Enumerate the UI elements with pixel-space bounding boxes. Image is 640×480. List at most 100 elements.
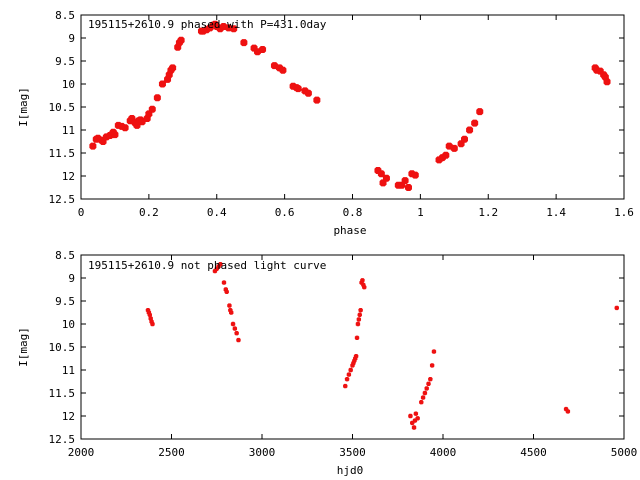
y-tick-label: 8.5: [55, 9, 75, 22]
y-tick-label: 11.5: [49, 387, 76, 400]
y-tick-label: 12.5: [49, 433, 76, 446]
x-tick-label: 0.2: [139, 206, 159, 219]
y-tick-label: 10.5: [49, 101, 76, 114]
data-point: [236, 337, 241, 343]
y-tick-label: 10: [62, 78, 75, 91]
data-point: [476, 108, 484, 116]
y-axis-label: I[mag]: [17, 87, 30, 127]
y-tick-label: 9.5: [55, 55, 75, 68]
data-point: [344, 377, 350, 382]
data-point: [353, 354, 359, 359]
data-point: [450, 144, 458, 152]
data-points: [145, 262, 619, 430]
data-point: [304, 89, 312, 97]
data-point: [422, 390, 428, 396]
x-tick-label: 1.6: [614, 206, 634, 219]
phased-light-curve-panel: 0 0.2 0.4 0.6 0.8 1 1.2 1.4 1.6 8.5 9 9.5 10 10.5 11 11…: [17, 9, 634, 237]
data-point: [313, 96, 321, 104]
data-point: [404, 184, 412, 191]
y-tick-label: 11.5: [49, 147, 76, 160]
x-tick-label: 0.6: [275, 206, 295, 219]
data-point: [460, 135, 468, 143]
x-axis-label: phase: [333, 224, 366, 237]
data-point: [382, 174, 390, 182]
plot-frame: [80, 254, 625, 440]
data-point: [431, 349, 437, 354]
y-tick-label: 9: [68, 272, 75, 285]
x-tick-label: 5000: [611, 446, 638, 459]
data-point: [355, 321, 361, 327]
axis-ticks: 0 0.2 0.4 0.6 0.8 1 1.2 1.4 1.6 8.5 9 9.5 10 10.5 11 11…: [49, 9, 634, 219]
y-tick-label: 8.5: [55, 249, 75, 262]
data-point: [348, 367, 353, 373]
data-point: [240, 39, 248, 47]
x-tick-label: 1.2: [478, 206, 498, 219]
x-tick-label: 1.4: [546, 206, 566, 219]
x-tick-label: 0: [78, 206, 85, 219]
unphased-light-curve-panel: 2000 2500 3000 3500 4000 4500 5000 8.5 9 9.5 10 10.…: [17, 249, 637, 477]
data-point: [177, 36, 185, 44]
data-point: [614, 305, 619, 311]
x-tick-label: 4000: [430, 446, 457, 459]
y-tick-label: 12: [62, 410, 75, 423]
x-tick-label: 0.8: [343, 206, 363, 219]
data-points: [89, 20, 611, 191]
data-point: [89, 142, 97, 150]
data-point: [121, 124, 129, 132]
x-tick-label: 2000: [68, 446, 95, 459]
x-tick-label: 3500: [339, 446, 366, 459]
data-point: [411, 171, 419, 179]
x-tick-label: 3000: [249, 446, 276, 459]
x-axis-label: hjd0: [337, 464, 364, 477]
data-point: [158, 80, 166, 88]
y-tick-label: 10: [62, 318, 75, 331]
data-point: [234, 331, 239, 336]
y-axis-label: I[mag]: [17, 327, 30, 367]
data-point: [229, 310, 234, 315]
data-point: [466, 126, 474, 134]
axis-ticks: 2000 2500 3000 3500 4000 4500 5000 8.5 9 9.5 10 10.…: [49, 249, 638, 459]
plot-frame: [80, 14, 625, 200]
y-tick-label: 12: [62, 170, 75, 183]
data-point: [259, 46, 267, 53]
data-point: [428, 377, 433, 382]
x-tick-label: 0.4: [207, 206, 227, 219]
data-point: [442, 151, 450, 159]
data-point: [377, 170, 385, 178]
data-point: [230, 25, 238, 33]
data-point: [279, 66, 287, 74]
data-point: [294, 85, 302, 93]
data-point: [358, 308, 363, 313]
data-point: [230, 321, 236, 327]
data-point: [148, 105, 156, 113]
y-tick-label: 12.5: [49, 193, 76, 206]
data-point: [419, 400, 424, 405]
data-point: [147, 312, 152, 317]
x-tick-label: 1: [417, 206, 424, 219]
data-point: [343, 383, 348, 389]
data-point: [150, 321, 155, 327]
data-point: [426, 381, 431, 386]
data-point: [413, 411, 419, 416]
data-point: [111, 131, 119, 139]
data-point: [429, 363, 435, 368]
data-point: [153, 94, 161, 102]
data-point: [415, 416, 420, 421]
data-point: [565, 409, 571, 414]
chart-title: 195115+2610.9 phased with P=431.0day: [88, 18, 327, 31]
y-tick-label: 9: [68, 32, 75, 45]
data-point: [346, 372, 352, 377]
data-point: [360, 278, 365, 283]
data-point: [362, 285, 367, 290]
data-point: [401, 177, 409, 185]
y-tick-label: 10.5: [49, 341, 76, 354]
data-point: [169, 64, 177, 72]
data-point: [221, 280, 227, 285]
data-point: [218, 262, 223, 267]
y-tick-label: 9.5: [55, 295, 75, 308]
x-tick-label: 4500: [520, 446, 547, 459]
chart-title: 195115+2610.9 not phased light curve: [88, 259, 326, 272]
data-point: [357, 312, 362, 317]
x-tick-label: 2500: [158, 446, 185, 459]
